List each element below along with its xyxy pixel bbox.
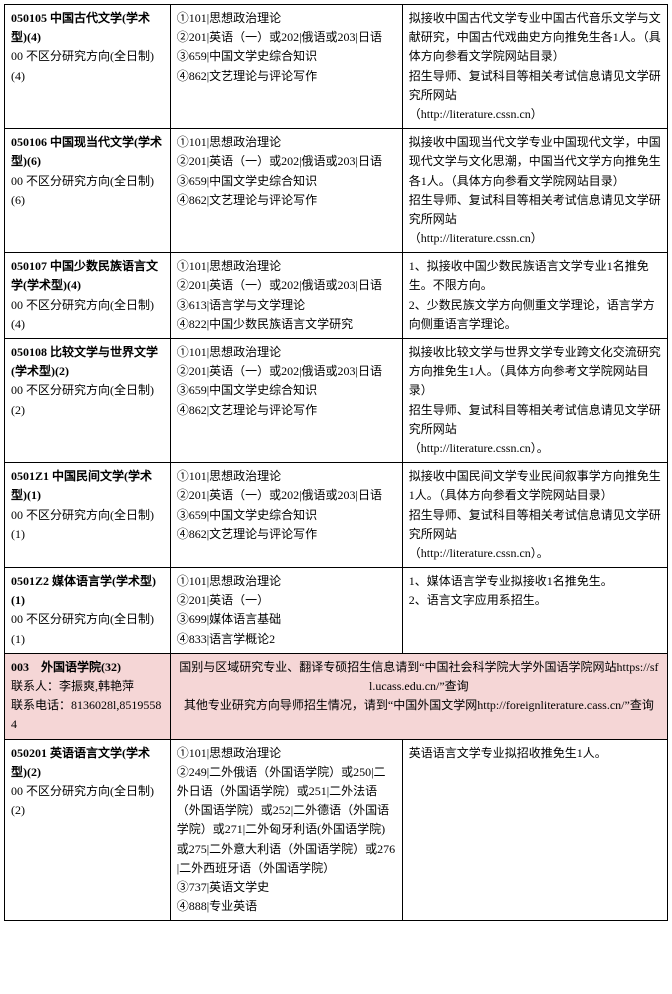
program-info-cell: 050108 比较文学与世界文学(学术型)(2)00 不区分研究方向(全日制)(… — [5, 339, 171, 463]
exam-subjects-cell: ①101|思想政治理论②201|英语（一）或202|俄语或203|日语③613|… — [170, 253, 402, 339]
programs-table: 050105 中国古代文学(学术型)(4)00 不区分研究方向(全日制)(4)①… — [4, 4, 668, 921]
exam-subjects-cell: ①101|思想政治理论②201|英语（一）或202|俄语或203|日语③659|… — [170, 129, 402, 253]
program-info-cell: 050105 中国古代文学(学术型)(4)00 不区分研究方向(全日制)(4) — [5, 5, 171, 129]
table-row: 003 外国语学院(32)联系人：李振爽,韩艳萍联系电话：8136028l,85… — [5, 653, 668, 739]
notes-cell: 拟接收中国古代文学专业中国古代音乐文学与文献研究，中国古代戏曲史方向推免生各1人… — [402, 5, 667, 129]
table-row: 050106 中国现当代文学(学术型)(6)00 不区分研究方向(全日制)(6)… — [5, 129, 668, 253]
notes-cell: 拟接收比较文学与世界文学专业跨文化交流研究方向推免生1人。（具体方向参考文学院网… — [402, 339, 667, 463]
table-row: 050107 中国少数民族语言文学(学术型)(4)00 不区分研究方向(全日制)… — [5, 253, 668, 339]
program-info-cell: 050106 中国现当代文学(学术型)(6)00 不区分研究方向(全日制)(6) — [5, 129, 171, 253]
notes-cell: 英语语言文学专业拟招收推免生1人。 — [402, 739, 667, 921]
table-row: 050105 中国古代文学(学术型)(4)00 不区分研究方向(全日制)(4)①… — [5, 5, 668, 129]
merged-info-cell: 国别与区域研究专业、翻译专硕招生信息请到“中国社会科学院大学外国语学院网站htt… — [170, 653, 667, 739]
program-info-cell: 003 外国语学院(32)联系人：李振爽,韩艳萍联系电话：8136028l,85… — [5, 653, 171, 739]
exam-subjects-cell: ①101|思想政治理论②201|英语（一）或202|俄语或203|日语③659|… — [170, 463, 402, 568]
table-row: 050108 比较文学与世界文学(学术型)(2)00 不区分研究方向(全日制)(… — [5, 339, 668, 463]
notes-cell: 1、媒体语言学专业拟接收1名推免生。2、语言文字应用系招生。 — [402, 568, 667, 654]
notes-cell: 拟接收中国现当代文学专业中国现代文学，中国现代文学与文化思潮，中国当代文学方向推… — [402, 129, 667, 253]
program-info-cell: 050107 中国少数民族语言文学(学术型)(4)00 不区分研究方向(全日制)… — [5, 253, 171, 339]
exam-subjects-cell: ①101|思想政治理论②201|英语（一）或202|俄语或203|日语③659|… — [170, 5, 402, 129]
table-row: 0501Z2 媒体语言学(学术型)(1)00 不区分研究方向(全日制)(1)①1… — [5, 568, 668, 654]
exam-subjects-cell: ①101|思想政治理论②201|英语（一）或202|俄语或203|日语③659|… — [170, 339, 402, 463]
exam-subjects-cell: ①101|思想政治理论②201|英语（一）③699|媒体语言基础④833|语言学… — [170, 568, 402, 654]
notes-cell: 拟接收中国民间文学专业民间叙事学方向推免生1人。（具体方向参看文学院网站目录）招… — [402, 463, 667, 568]
table-row: 0501Z1 中国民间文学(学术型)(1)00 不区分研究方向(全日制)(1)①… — [5, 463, 668, 568]
program-info-cell: 0501Z2 媒体语言学(学术型)(1)00 不区分研究方向(全日制)(1) — [5, 568, 171, 654]
table-row: 050201 英语语言文学(学术型)(2)00 不区分研究方向(全日制)(2)①… — [5, 739, 668, 921]
program-info-cell: 0501Z1 中国民间文学(学术型)(1)00 不区分研究方向(全日制)(1) — [5, 463, 171, 568]
notes-cell: 1、拟接收中国少数民族语言文学专业1名推免生。不限方向。2、少数民族文学方向侧重… — [402, 253, 667, 339]
program-info-cell: 050201 英语语言文学(学术型)(2)00 不区分研究方向(全日制)(2) — [5, 739, 171, 921]
exam-subjects-cell: ①101|思想政治理论②249|二外俄语（外国语学院）或250|二外日语（外国语… — [170, 739, 402, 921]
